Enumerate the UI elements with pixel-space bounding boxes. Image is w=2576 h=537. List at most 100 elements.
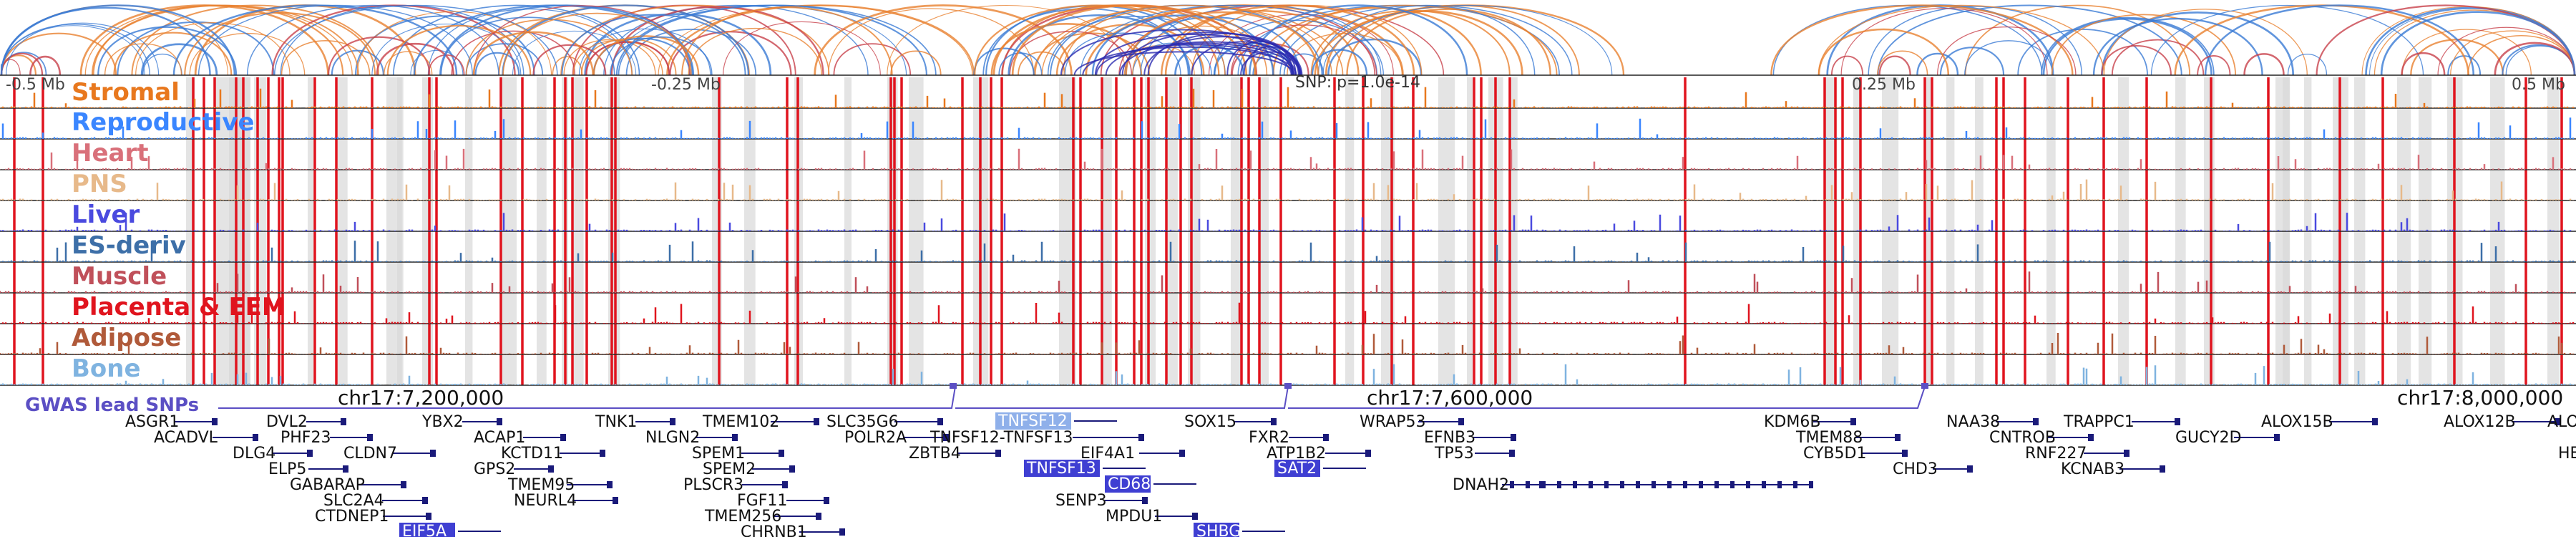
gene-label: NAA38 — [1946, 413, 2000, 431]
loop-arc — [2042, 18, 2212, 76]
loop-arc — [104, 43, 182, 76]
gene-exon — [943, 434, 949, 441]
loop-arc — [0, 32, 117, 76]
gene-exon — [212, 418, 218, 425]
loop-arc — [376, 43, 455, 76]
gene-label: TNFSF12-TNFSF13 — [930, 429, 1073, 447]
gene-exon — [1699, 481, 1703, 488]
gene-label: ELP5 — [268, 460, 306, 478]
gene-label: TNK1 — [595, 413, 637, 431]
loop-arc — [2380, 11, 2576, 76]
gene-exon — [782, 481, 788, 488]
loop-arc — [384, 51, 433, 76]
loop-arc — [2437, 26, 2575, 76]
gene-exon — [1142, 497, 1148, 504]
gene-exon — [1714, 481, 1719, 488]
loop-arc — [2197, 55, 2231, 76]
loop-arc — [1877, 50, 1928, 76]
gene-exon — [1323, 434, 1329, 441]
gene-label: DLG4 — [233, 445, 275, 463]
gene-label: CNTROB — [1989, 429, 2056, 447]
gene-exon — [1604, 481, 1609, 488]
loop-arc — [1877, 4, 2182, 76]
loop-arc — [609, 36, 713, 76]
gene-label: EFNB3 — [1424, 429, 1475, 447]
loop-arc — [669, 31, 792, 76]
loop-arc — [887, 5, 1126, 76]
loop-arc — [572, 39, 663, 76]
loop-arc — [1878, 55, 1911, 76]
loop-arc — [2316, 4, 2576, 76]
gene-exon — [1589, 481, 1593, 488]
gene-label: SLC35G6 — [826, 413, 899, 431]
loop-arc — [371, 24, 522, 76]
track-label-heart: Heart — [72, 139, 148, 168]
gene-label: CHD3 — [1893, 460, 1938, 478]
loop-arc — [0, 6, 211, 76]
track-label-adipose: Adipose — [72, 324, 181, 352]
axis-label-7600000: chr17:7,600,000 — [1367, 386, 1533, 410]
loop-arc — [563, 39, 656, 76]
gene-exon — [1850, 418, 1856, 425]
loop-arc — [29, 55, 62, 76]
track-label-placenta: Placenta & EEM — [72, 293, 286, 321]
gene-label-highlight — [1194, 523, 1239, 537]
loop-arc — [1311, 49, 1368, 76]
loop-arc — [1082, 46, 1297, 76]
loop-arc — [1272, 6, 1482, 76]
chromatin-loop-arcs — [0, 4, 2576, 76]
loop-arc — [2287, 53, 2328, 76]
loop-arc — [1324, 10, 1523, 76]
loop-arc — [2243, 53, 2285, 76]
gene-exon — [497, 418, 502, 425]
gene-exon — [2274, 434, 2280, 441]
loop-arc — [2401, 29, 2532, 76]
loop-arc — [1916, 52, 1959, 76]
gene-label: FGF11 — [737, 492, 787, 510]
gene-exon — [341, 418, 346, 425]
gene-label: KDM6B — [1764, 413, 1820, 431]
gene-exon — [422, 497, 428, 504]
loop-arc — [440, 16, 615, 76]
gene-exon — [1967, 465, 1973, 473]
gene-label-highlighted: TNFSF13 — [1026, 460, 1096, 478]
gwas-snp-marker — [1284, 383, 1292, 389]
gene-exon — [779, 450, 784, 457]
gene-exon — [2124, 450, 2129, 457]
loop-arc — [1840, 8, 2048, 76]
gene-label: EIF4A1 — [1080, 445, 1135, 463]
loop-arc — [1964, 40, 2054, 76]
gene-label-highlighted: EIF5A — [402, 523, 447, 537]
gene-exon — [1902, 450, 1908, 457]
loop-arc — [1230, 24, 1377, 76]
loop-arc — [2041, 16, 2215, 76]
gene-exon — [1730, 481, 1735, 488]
loop-arc — [1818, 4, 2105, 76]
loop-arc — [386, 24, 532, 76]
loop-arc — [1254, 4, 1558, 76]
snp-pvalue-label: SNP: p=1.0e-14 — [1295, 74, 1420, 92]
gene-label: ALO — [2547, 413, 2576, 431]
loop-arc — [451, 30, 576, 76]
loop-arc — [1191, 41, 1294, 76]
gene-label: FXR2 — [1249, 429, 1289, 447]
loop-arc — [274, 4, 558, 76]
loop-arc — [1868, 6, 2083, 76]
loop-arc — [2467, 34, 2575, 76]
loop-arc — [465, 19, 633, 76]
gene-exon — [1557, 481, 1561, 488]
track-signal — [0, 179, 2575, 200]
gene-label: SPEM2 — [703, 460, 756, 478]
gene-label: ASGR1 — [125, 413, 179, 431]
gene-label: ACADVL — [154, 429, 218, 447]
gwas-snp-marker — [950, 383, 957, 389]
loop-arc — [1770, 4, 2074, 76]
gene-label: CHRNB1 — [741, 523, 807, 537]
gene-exon — [814, 418, 819, 425]
gene-exon — [430, 450, 436, 457]
loop-arc — [392, 4, 640, 76]
gene-label: MPDU1 — [1106, 508, 1162, 526]
gene-exon — [1652, 481, 1656, 488]
gene-label: YBX2 — [421, 413, 464, 431]
